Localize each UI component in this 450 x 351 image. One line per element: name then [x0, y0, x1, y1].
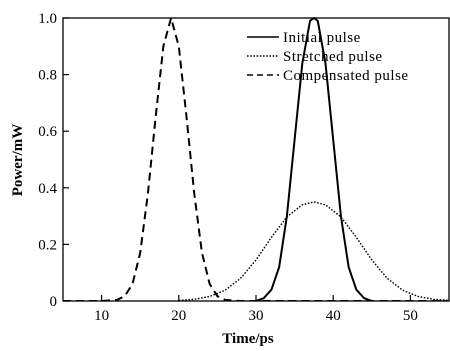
- y-tick-label: 0: [50, 294, 58, 310]
- legend-label: Compensated pulse: [283, 68, 409, 84]
- series-line-dotted: [178, 201, 449, 301]
- legend-label: Stretched pulse: [283, 49, 383, 65]
- series-layer: [63, 17, 449, 301]
- series-line-dashed: [63, 17, 449, 301]
- x-axis-label: Time/ps: [222, 331, 274, 347]
- plot-frame: [62, 17, 450, 302]
- x-tick-label: 10: [94, 308, 109, 324]
- y-tick-label: 0.2: [38, 237, 57, 253]
- x-tick-label: 50: [403, 308, 418, 324]
- y-tick-label: 0.8: [38, 68, 57, 84]
- y-tick-label: 1.0: [38, 11, 57, 27]
- y-axis-label: Power/mW: [10, 124, 26, 196]
- y-tick-label: 0.4: [38, 181, 57, 197]
- y-tick-label: 0.6: [38, 124, 57, 140]
- axes-layer: 10 20 30 40 50 0 0.2 0.4 0.6 0.8 1.0: [38, 11, 450, 324]
- legend-label: Initial pulse: [283, 30, 361, 46]
- x-tick-label: 20: [171, 308, 186, 324]
- legend: Initial pulse Stretched pulse Compensated …: [247, 30, 409, 84]
- x-tick-label: 30: [249, 308, 264, 324]
- x-tick-label: 40: [326, 308, 341, 324]
